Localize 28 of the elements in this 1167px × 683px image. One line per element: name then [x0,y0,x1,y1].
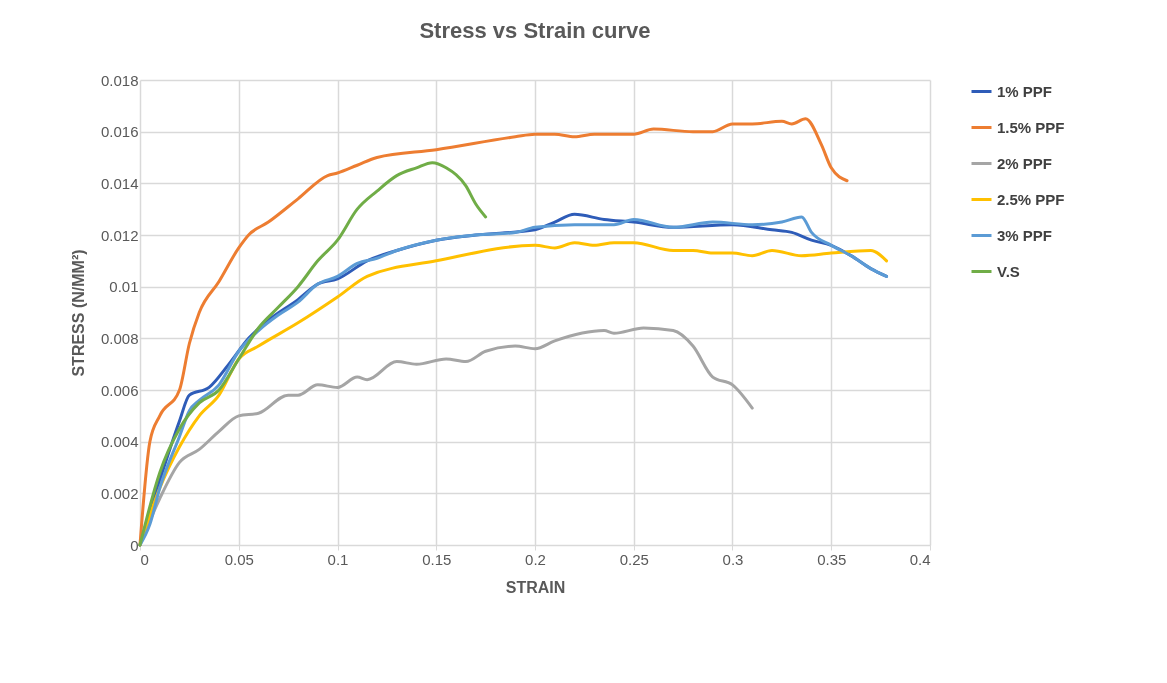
y-tick-label: 0.016 [100,123,139,141]
line-series [138,161,488,547]
x-tick-label: 0.2 [525,550,546,568]
legend-label: 2% PPF [997,154,1053,172]
x-tick-label: 0.25 [619,550,649,568]
y-tick-label: 0.018 [100,71,139,89]
legend-label: 1.5% PPF [997,118,1065,136]
x-tick-label: 0.1 [327,550,349,568]
x-axis-title: STRAIN [505,578,566,596]
x-tick-label: 0.35 [817,550,847,568]
y-axis-title: STRESS (N/MM²) [69,249,87,377]
x-tick-label: 0.15 [422,550,452,568]
y-tick-label: 0 [130,536,139,554]
y-tick-label: 0.004 [100,433,139,451]
x-tick-label: 0.05 [224,550,254,568]
y-tick-label: 0.01 [109,278,139,296]
y-tick-label: 0.002 [100,484,139,502]
x-tick-label: 0.4 [909,550,931,568]
y-tick-label: 0.008 [100,329,139,347]
y-tick-label: 0.014 [100,174,139,192]
legend-label: 1% PPF [997,82,1053,100]
chart-title: Stress vs Strain curve [419,18,651,43]
y-tick-label: 0.012 [100,226,139,244]
legend-label: V.S [997,262,1020,280]
y-tick-label: 0.006 [100,381,139,399]
legend-label: 3% PPF [997,226,1053,244]
x-tick-label: 0.3 [722,550,744,568]
legend-label: 2.5% PPF [997,190,1065,208]
